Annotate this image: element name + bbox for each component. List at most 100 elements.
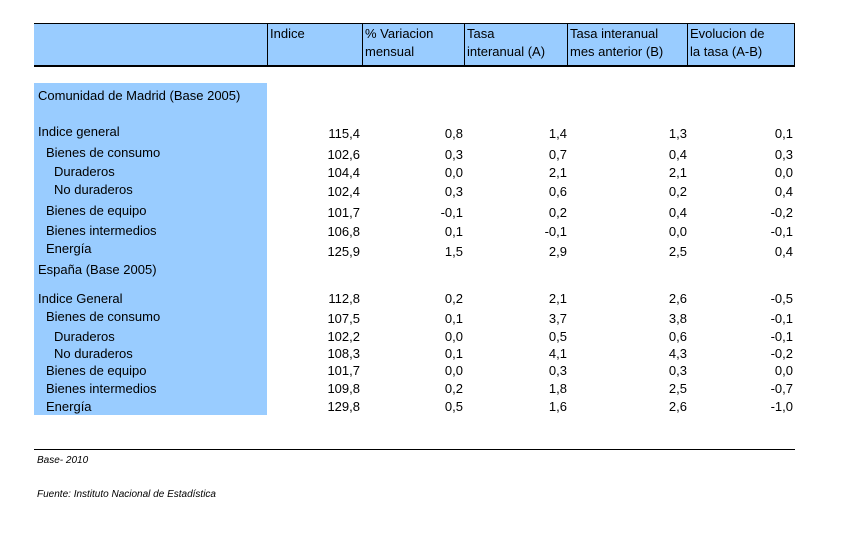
cell-variacion: 0,1 (444, 311, 463, 326)
cell-tasa-b: 4,3 (668, 346, 687, 361)
cell-variacion: 0,3 (444, 184, 463, 199)
cell-evolucion: -1,0 (770, 399, 793, 414)
cell-indice: 101,7 (327, 205, 360, 220)
cell-tasa-b: 2,6 (668, 399, 687, 414)
cell-evolucion: -0,1 (770, 311, 793, 326)
cell-evolucion: -0,1 (770, 224, 793, 239)
cell-indice: 129,8 (327, 399, 360, 414)
row-label: Bienes de consumo (46, 145, 161, 160)
row-label: Bienes intermedios (46, 223, 157, 238)
cell-tasa-a: -0,1 (544, 224, 567, 239)
cell-tasa-a: 0,5 (548, 329, 567, 344)
cell-evolucion: 0,0 (774, 165, 793, 180)
header-separator (362, 24, 363, 65)
header-separator (567, 24, 568, 65)
cell-tasa-b: 0,2 (668, 184, 687, 199)
cell-tasa-b: 1,3 (668, 126, 687, 141)
row-label: Bienes de equipo (46, 203, 147, 218)
header-separator (267, 24, 268, 65)
cell-tasa-a: 1,8 (548, 381, 567, 396)
header-separator (464, 24, 465, 65)
row-label: Indice general (38, 124, 120, 139)
row-label: Bienes de consumo (46, 309, 161, 324)
row-label: Energía (46, 399, 92, 414)
cell-tasa-b: 0,0 (668, 224, 687, 239)
cell-indice: 109,8 (327, 381, 360, 396)
cell-tasa-b: 2,5 (668, 381, 687, 396)
row-label: Energía (46, 241, 92, 256)
cell-indice: 106,8 (327, 224, 360, 239)
cell-tasa-b: 3,8 (668, 311, 687, 326)
row-label: Bienes de equipo (46, 363, 147, 378)
cell-tasa-b: 0,4 (668, 205, 687, 220)
column-header-variacion-mensual: % Variacion mensual (365, 26, 434, 59)
cell-variacion: 0,5 (444, 399, 463, 414)
base-note: Base- 2010 (37, 455, 89, 466)
cell-tasa-a: 3,7 (548, 311, 567, 326)
section-title-espana: España (Base 2005) (38, 262, 157, 277)
column-header-evolucion-tasa: Evolucion de la tasa (A-B) (690, 26, 765, 59)
column-header-indice: Indice (270, 26, 305, 41)
cell-evolucion: 0,3 (774, 147, 793, 162)
cell-tasa-a: 1,6 (548, 399, 567, 414)
cell-evolucion: 0,1 (774, 126, 793, 141)
cell-tasa-a: 2,9 (548, 244, 567, 259)
cell-tasa-b: 0,6 (668, 329, 687, 344)
column-header-tasa-interanual: Tasa interanual (A) (467, 26, 546, 59)
cell-tasa-b: 2,1 (668, 165, 687, 180)
cell-tasa-a: 4,1 (548, 346, 567, 361)
cell-evolucion: -0,5 (770, 291, 793, 306)
cell-variacion: -0,1 (440, 205, 463, 220)
cell-tasa-a: 0,2 (548, 205, 567, 220)
cell-evolucion: 0,4 (774, 184, 793, 199)
cell-indice: 107,5 (327, 311, 360, 326)
header-separator (794, 24, 795, 65)
cell-indice: 115,4 (328, 126, 360, 141)
cell-indice: 108,3 (327, 346, 360, 361)
row-label: No duraderos (54, 346, 133, 361)
section-title-madrid: Comunidad de Madrid (Base 2005) (38, 88, 241, 103)
cell-tasa-b: 0,3 (668, 363, 687, 378)
row-label: Duraderos (54, 164, 115, 179)
column-header-tasa-mes-anterior: Tasa interanual mes anterior (B) (570, 26, 664, 59)
header-top-border (34, 23, 795, 24)
cell-variacion: 0,0 (444, 165, 463, 180)
cell-tasa-b: 2,6 (668, 291, 687, 306)
cell-indice: 102,4 (327, 184, 360, 199)
cell-evolucion: -0,2 (770, 346, 793, 361)
row-label: Bienes intermedios (46, 381, 157, 396)
cell-variacion: 0,1 (444, 346, 463, 361)
cell-indice: 125,9 (327, 244, 360, 259)
header-bottom-border (34, 65, 795, 67)
cell-variacion: 0,2 (444, 381, 463, 396)
cell-variacion: 0,1 (444, 224, 463, 239)
cell-tasa-a: 2,1 (548, 291, 567, 306)
cell-indice: 102,2 (327, 329, 360, 344)
cell-tasa-a: 1,4 (548, 126, 567, 141)
cell-indice: 101,7 (327, 363, 360, 378)
cell-variacion: 0,0 (444, 363, 463, 378)
table-header (34, 24, 795, 65)
source-note: Fuente: Instituto Nacional de Estadístic… (37, 489, 216, 500)
cell-variacion: 0,3 (444, 147, 463, 162)
header-separator (687, 24, 688, 65)
cell-evolucion: -0,1 (770, 329, 793, 344)
cell-tasa-b: 2,5 (668, 244, 687, 259)
footer-divider (34, 449, 795, 450)
cell-evolucion: 0,0 (774, 363, 793, 378)
cell-indice: 102,6 (327, 147, 360, 162)
cell-indice: 112,8 (328, 291, 360, 306)
cell-variacion: 1,5 (444, 244, 463, 259)
cell-tasa-b: 0,4 (668, 147, 687, 162)
cell-tasa-a: 0,7 (548, 147, 567, 162)
row-label: Duraderos (54, 329, 115, 344)
cell-tasa-a: 2,1 (548, 165, 567, 180)
cell-variacion: 0,8 (444, 126, 463, 141)
cell-variacion: 0,0 (444, 329, 463, 344)
cell-evolucion: -0,2 (770, 205, 793, 220)
cell-tasa-a: 0,6 (548, 184, 567, 199)
row-label: Indice General (38, 291, 123, 306)
row-label: No duraderos (54, 182, 133, 197)
cell-tasa-a: 0,3 (548, 363, 567, 378)
cell-indice: 104,4 (327, 165, 360, 180)
